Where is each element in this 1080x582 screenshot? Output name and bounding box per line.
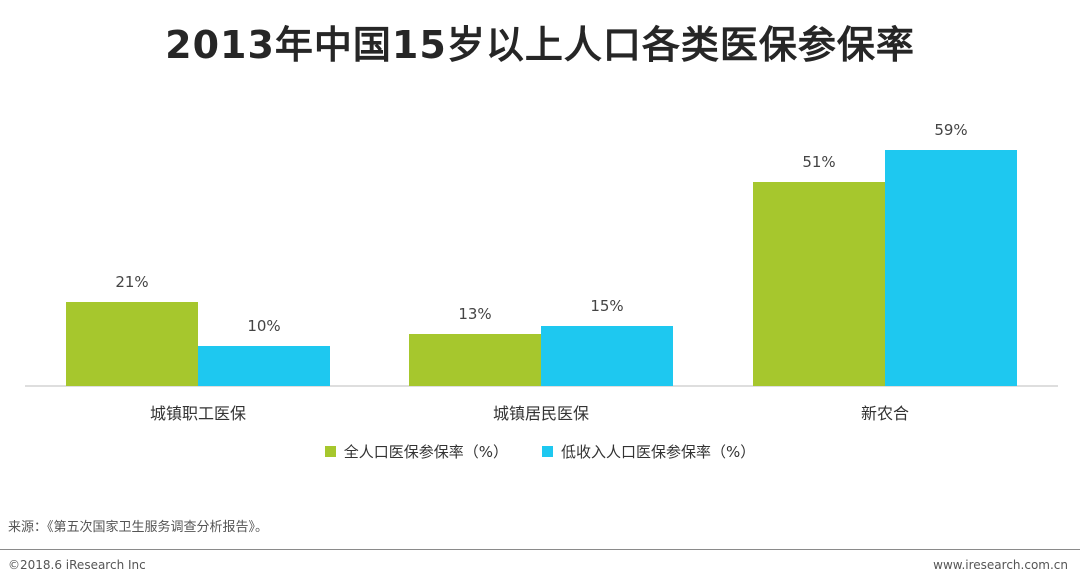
category-label-1: 城镇居民医保	[493, 404, 589, 423]
bar-all-population-2	[753, 182, 885, 386]
legend-label-all-population: 全人口医保参保率（%）	[343, 443, 508, 461]
data-label-all-population-1: 13%	[458, 305, 491, 323]
data-label-low-income-0: 10%	[247, 317, 280, 335]
copyright: ©2018.6 iResearch Inc	[8, 558, 146, 572]
legend-item-low-income: 低收入人口医保参保率（%）	[542, 441, 755, 462]
bar-low-income-0	[198, 346, 330, 386]
data-label-low-income-1: 15%	[590, 297, 623, 315]
source-note: 来源：《第五次国家卫生服务调查分析报告》。	[8, 520, 269, 535]
bar-all-population-0	[66, 302, 198, 386]
bar-low-income-2	[885, 150, 1017, 386]
chart-title: 2013年中国15岁以上人口各类医保参保率	[165, 23, 915, 67]
legend: 全人口医保参保率（%） 低收入人口医保参保率（%）	[0, 441, 1080, 462]
category-label-2: 新农合	[861, 404, 909, 423]
bar-chart: 21% 10% 城镇职工医保 13% 15% 城镇居民医保 51% 59% 新农合	[25, 121, 1058, 423]
legend-item-all-population: 全人口医保参保率（%）	[324, 441, 508, 462]
data-label-low-income-2: 59%	[934, 121, 967, 139]
legend-swatch-low-income	[542, 446, 553, 457]
bar-low-income-1	[541, 326, 673, 386]
legend-label-low-income: 低收入人口医保参保率（%）	[561, 443, 756, 461]
data-label-all-population-2: 51%	[802, 153, 835, 171]
bar-all-population-1	[409, 334, 541, 386]
data-label-all-population-0: 21%	[115, 273, 148, 291]
category-label-0: 城镇职工医保	[150, 404, 246, 423]
legend-swatch-all-population	[324, 446, 336, 457]
footer-divider	[0, 549, 1080, 550]
website: www.iresearch.com.cn	[933, 558, 1068, 572]
